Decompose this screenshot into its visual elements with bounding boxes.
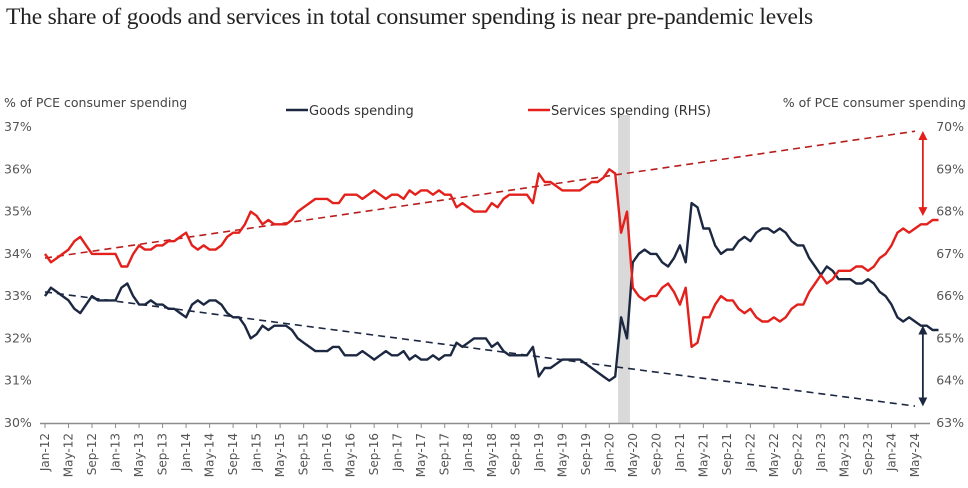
- x-tick-label: Jan-14: [179, 433, 193, 472]
- x-tick-label: Sep-13: [156, 433, 170, 475]
- trend-line: [44, 130, 916, 259]
- x-tick-label: Jan-18: [461, 433, 475, 472]
- x-tick-label: Jan-13: [109, 433, 123, 472]
- right-axis-tick-label: 69%: [936, 161, 964, 176]
- x-tick-label: May-20: [626, 433, 640, 477]
- axes: [40, 422, 930, 428]
- series-lines: [44, 168, 939, 382]
- x-tick-label: Sep-17: [438, 433, 452, 475]
- x-tick-label: Jan-17: [391, 433, 405, 472]
- goods-spending-line: [44, 201, 939, 382]
- right-axis-tick-label: 68%: [936, 204, 964, 219]
- x-tick-label: May-14: [203, 433, 217, 477]
- x-tick-label: May-24: [908, 433, 922, 477]
- right-axis-tick-label: 66%: [936, 288, 964, 303]
- legend-label: Goods spending: [309, 104, 414, 119]
- left-axis-tick-label: 31%: [4, 373, 32, 388]
- x-tick-label: Sep-14: [226, 433, 240, 475]
- x-tick-label: May-12: [62, 433, 76, 477]
- x-tick-label: Sep-15: [297, 433, 311, 475]
- x-tick-label: Sep-21: [720, 433, 734, 475]
- left-axis-tick-label: 36%: [4, 161, 32, 176]
- x-tick-label: Jan-21: [673, 433, 687, 472]
- x-tick-label: Sep-20: [649, 433, 663, 475]
- trend-lines: [44, 130, 916, 407]
- x-tick-label: Jan-19: [532, 433, 546, 472]
- right-axis-tick-label: 64%: [936, 373, 964, 388]
- right-axis-tick-label: 70%: [936, 119, 964, 134]
- x-tick-label: Sep-12: [85, 433, 99, 475]
- left-axis-tick-label: 35%: [4, 204, 32, 219]
- left-axis-tick-label: 33%: [4, 288, 32, 303]
- labels: Jan-12 May-12 Sep-12 Jan-13 May-13 Sep-13 Jan-…: [4, 95, 966, 477]
- x-tick-label: Jan-15: [250, 433, 264, 472]
- x-tick-label: May-15: [273, 433, 287, 477]
- x-tick-label: Sep-19: [579, 433, 593, 475]
- x-tick-label: Sep-16: [367, 433, 381, 475]
- x-tick-label: Jan-20: [602, 433, 616, 472]
- left-axis-title: % of PCE consumer spending: [4, 95, 187, 110]
- left-axis-tick-label: 34%: [4, 246, 32, 261]
- x-tick-label: Sep-22: [790, 433, 804, 475]
- services-spending-line: [44, 168, 939, 349]
- chart-title: The share of goods and services in total…: [6, 4, 813, 30]
- right-axis-title: % of PCE consumer spending: [783, 95, 966, 110]
- legend-label: Services spending (RHS): [551, 104, 711, 119]
- x-tick-label: Jan-22: [743, 433, 757, 472]
- x-tick-label: May-22: [767, 433, 781, 477]
- x-tick-label: Sep-18: [508, 433, 522, 475]
- left-axis-tick-label: 30%: [4, 415, 32, 430]
- left-axis-tick-label: 32%: [4, 330, 32, 345]
- x-tick-label: May-23: [837, 433, 851, 477]
- x-tick-label: May-17: [414, 433, 428, 477]
- shaded-period: [618, 115, 630, 423]
- x-tick-label: May-21: [696, 433, 710, 477]
- x-tick-label: May-19: [555, 433, 569, 477]
- x-tick-label: May-18: [485, 433, 499, 477]
- right-axis-tick-label: 63%: [936, 415, 964, 430]
- x-tick-label: Jan-24: [884, 433, 898, 472]
- x-tick-label: Sep-23: [861, 433, 875, 475]
- shaded-period-layer: [618, 115, 630, 423]
- x-tick-label: Jan-12: [38, 433, 52, 472]
- x-tick-label: May-13: [132, 433, 146, 477]
- right-axis-tick-label: 67%: [936, 246, 964, 261]
- x-tick-label: May-16: [344, 433, 358, 477]
- left-axis-tick-label: 37%: [4, 119, 32, 134]
- right-axis-tick-label: 65%: [936, 330, 964, 345]
- x-tick-label: Jan-16: [320, 433, 334, 472]
- x-tick-label: Jan-23: [814, 433, 828, 472]
